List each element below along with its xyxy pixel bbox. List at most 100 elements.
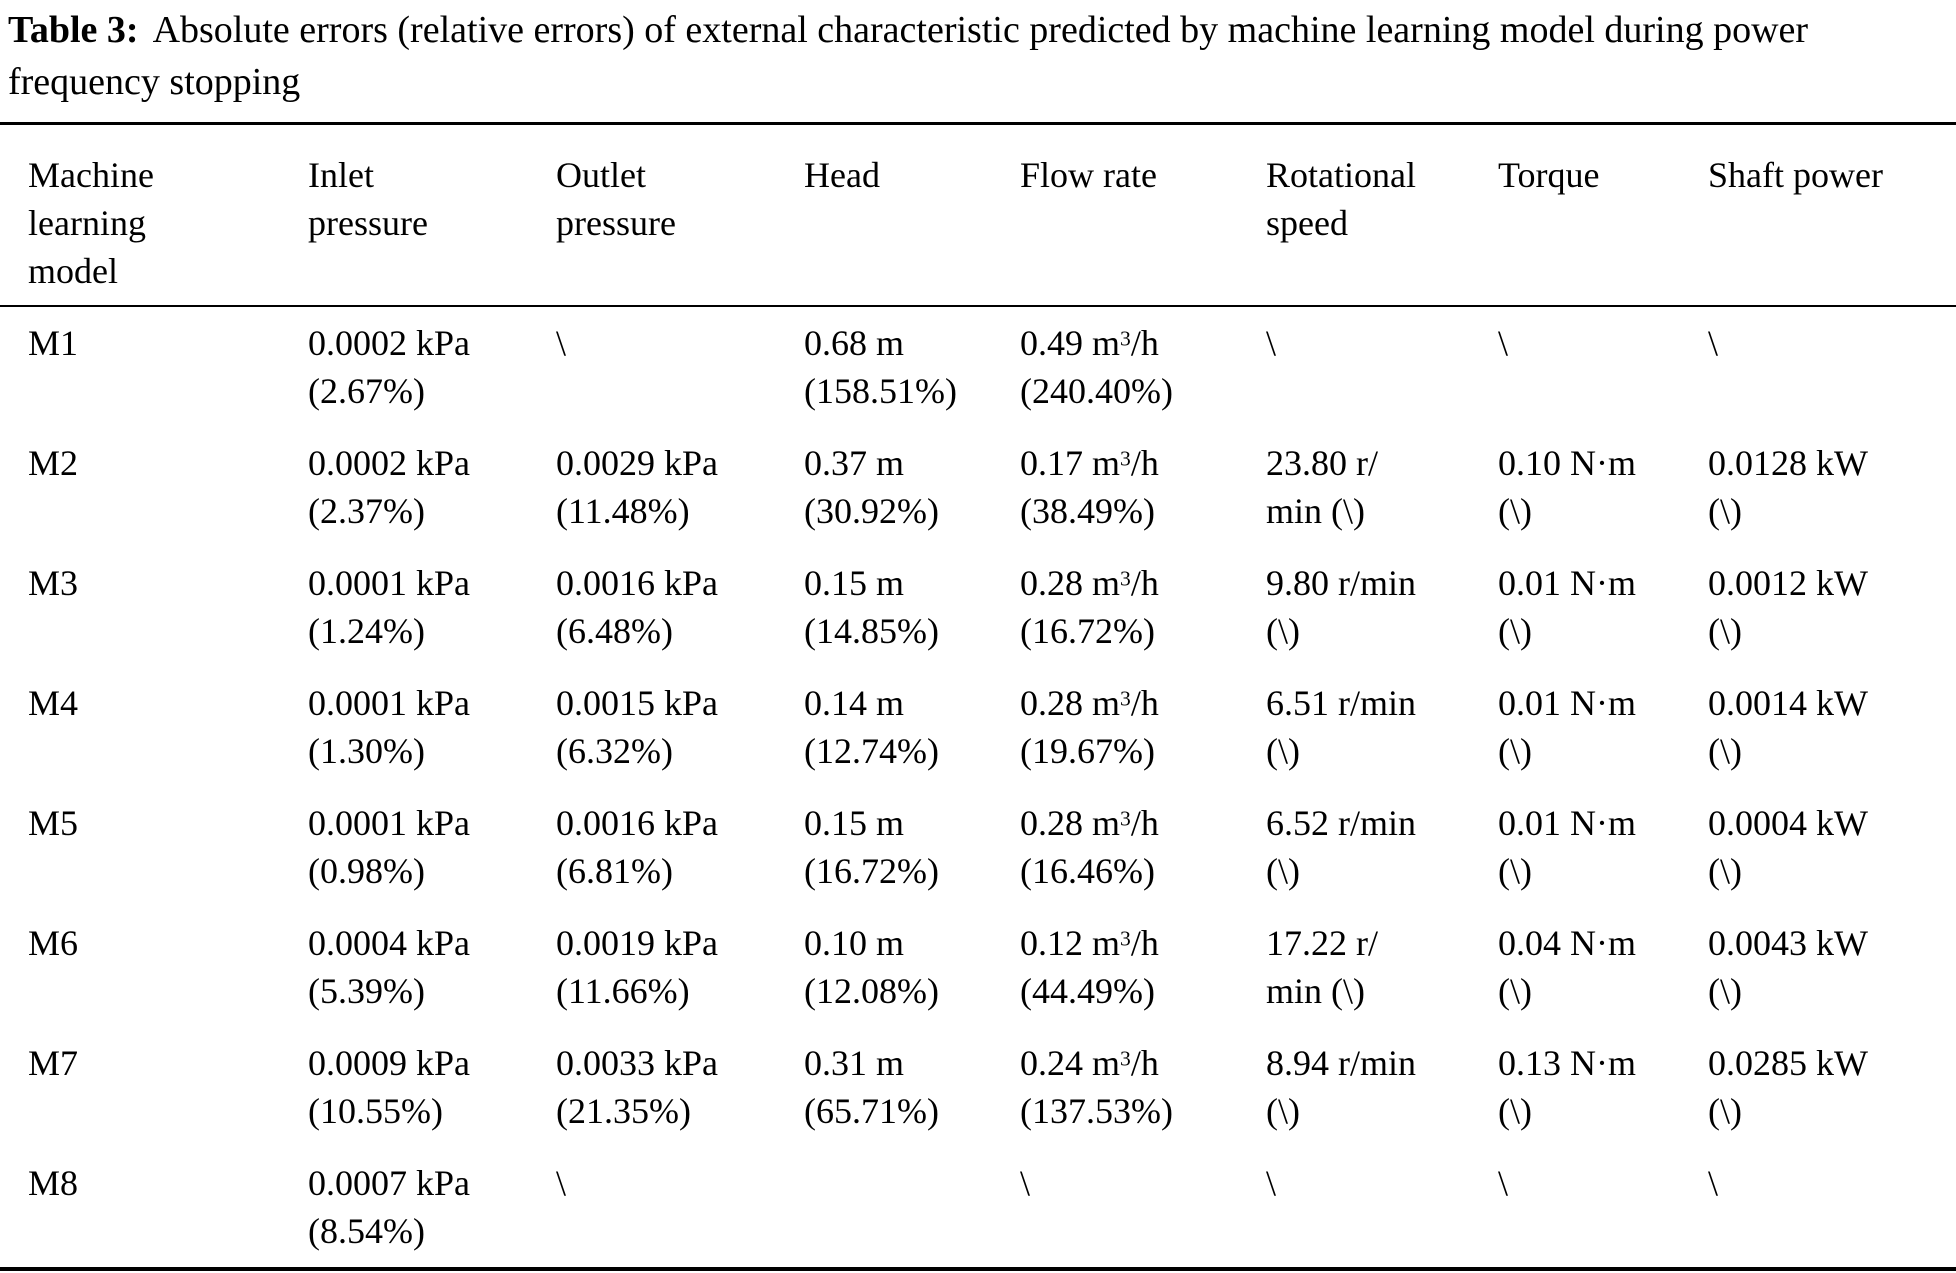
cell-line: M8: [28, 1163, 79, 1203]
cell-line: 0.13 N·m: [1498, 1043, 1636, 1083]
column-header-shaft-power: Shaft power: [1708, 123, 1956, 307]
cell-line: M3: [28, 563, 79, 603]
table-cell: 0.0128 kW (\): [1708, 427, 1956, 547]
cell-line: 0.15 m: [804, 803, 905, 843]
cell-line: pressure: [308, 203, 428, 243]
cell-line: M1: [28, 323, 79, 363]
cell-line: pressure: [556, 203, 676, 243]
table-cell: 0.04 N·m (\): [1498, 907, 1708, 1027]
cell-line: (\): [1708, 851, 1742, 891]
cell-line: 6.52 r/min: [1266, 803, 1416, 843]
cell-line: (\): [1498, 611, 1532, 651]
table-body: M1 0.0002 kPa (2.67%) \ 0.68 m (158.51%) 0.49 …: [0, 306, 1956, 1269]
cell-line: (158.51%): [804, 371, 957, 411]
row-label: M6: [0, 907, 308, 1027]
cell-line: \: [1020, 1163, 1031, 1203]
cell-line: (\): [1708, 1091, 1742, 1131]
cell-line: (6.81%): [556, 851, 673, 891]
table-row: M7 0.0009 kPa (10.55%) 0.0033 kPa (21.35%) 0.…: [0, 1027, 1956, 1147]
row-label: M3: [0, 547, 308, 667]
cell-line: (240.40%): [1020, 371, 1173, 411]
cell-line: 0.01 N·m: [1498, 683, 1636, 723]
cell-line: 0.10 m: [804, 923, 905, 963]
cell-line: (\): [1266, 1091, 1300, 1131]
table-cell: 0.0014 kW (\): [1708, 667, 1956, 787]
cell-line: 0.0016 kPa: [556, 803, 718, 843]
cell-line: 0.49 m3/h: [1020, 323, 1159, 363]
cell-line: 0.37 m: [804, 443, 905, 483]
column-header-head: Head: [804, 123, 1020, 307]
cell-line: (\): [1498, 851, 1532, 891]
cell-line: Head: [804, 155, 880, 195]
cell-line: 0.0001 kPa: [308, 803, 470, 843]
cell-line: 6.51 r/min: [1266, 683, 1416, 723]
cell-line: (\): [1708, 491, 1742, 531]
table-row: M5 0.0001 kPa (0.98%) 0.0016 kPa (6.81%) 0.15…: [0, 787, 1956, 907]
cell-line: (\): [1498, 1091, 1532, 1131]
table-row: M4 0.0001 kPa (1.30%) 0.0015 kPa (6.32%) 0.14…: [0, 667, 1956, 787]
table-cell: 0.0033 kPa (21.35%): [556, 1027, 804, 1147]
column-header-torque: Torque: [1498, 123, 1708, 307]
cell-line: min (\): [1266, 491, 1365, 531]
table-cell: 0.15 m (14.85%): [804, 547, 1020, 667]
cell-line: \: [1498, 1163, 1509, 1203]
table-cell: \: [1266, 1147, 1498, 1269]
table-cell: 0.49 m3/h (240.40%): [1020, 306, 1266, 427]
cell-line: 0.0033 kPa: [556, 1043, 718, 1083]
table-cell: 0.01 N·m (\): [1498, 547, 1708, 667]
table-cell: 0.0285 kW (\): [1708, 1027, 1956, 1147]
cell-line: learning: [28, 203, 146, 243]
table-caption-label: Table 3:: [8, 9, 139, 51]
row-label: M7: [0, 1027, 308, 1147]
row-label: M2: [0, 427, 308, 547]
cell-line: (12.08%): [804, 971, 939, 1011]
table-cell: 0.0001 kPa (1.24%): [308, 547, 556, 667]
cell-line: M6: [28, 923, 79, 963]
table-cell: 0.24 m3/h (137.53%): [1020, 1027, 1266, 1147]
cell-line: (8.54%): [308, 1211, 425, 1251]
cell-line: (21.35%): [556, 1091, 691, 1131]
table-cell: \: [556, 1147, 804, 1269]
cell-line: 0.31 m: [804, 1043, 905, 1083]
cell-line: 0.0043 kW: [1708, 923, 1868, 963]
cell-line: \: [1266, 323, 1277, 363]
cell-line: min (\): [1266, 971, 1365, 1011]
cell-line: (16.72%): [804, 851, 939, 891]
cell-line: (44.49%): [1020, 971, 1155, 1011]
row-label: M5: [0, 787, 308, 907]
cell-line: (\): [1266, 611, 1300, 651]
table-cell: 0.0009 kPa (10.55%): [308, 1027, 556, 1147]
column-header-inlet-pressure: Inlet pressure: [308, 123, 556, 307]
table-caption: Table 3: Absolute errors (relative errors…: [8, 4, 1946, 108]
cell-line: 0.10 N·m: [1498, 443, 1636, 483]
table-cell: \: [1498, 306, 1708, 427]
table-row: M1 0.0002 kPa (2.67%) \ 0.68 m (158.51%) 0.49 …: [0, 306, 1956, 427]
cell-line: (16.46%): [1020, 851, 1155, 891]
cell-line: 0.12 m3/h: [1020, 923, 1159, 963]
table-row: M8 0.0007 kPa (8.54%) \ \ \ \ \: [0, 1147, 1956, 1269]
cell-line: 0.0001 kPa: [308, 683, 470, 723]
table-cell: 0.28 m3/h (16.72%): [1020, 547, 1266, 667]
table-cell: \: [556, 306, 804, 427]
cell-line: Machine: [28, 155, 154, 195]
table-cell: 0.28 m3/h (16.46%): [1020, 787, 1266, 907]
cell-line: (2.37%): [308, 491, 425, 531]
table-cell: 0.0015 kPa (6.32%): [556, 667, 804, 787]
table-cell: 0.0016 kPa (6.81%): [556, 787, 804, 907]
table-cell: 0.28 m3/h (19.67%): [1020, 667, 1266, 787]
cell-line: (\): [1498, 731, 1532, 771]
cell-line: (14.85%): [804, 611, 939, 651]
table-cell: 0.01 N·m (\): [1498, 787, 1708, 907]
cell-line: (6.32%): [556, 731, 673, 771]
table-cell: 0.10 N·m (\): [1498, 427, 1708, 547]
cell-line: M4: [28, 683, 79, 723]
row-label: M8: [0, 1147, 308, 1269]
table-cell: 0.10 m (12.08%): [804, 907, 1020, 1027]
cell-line: 0.0002 kPa: [308, 443, 470, 483]
cell-line: 0.0285 kW: [1708, 1043, 1868, 1083]
table-row: M2 0.0002 kPa (2.37%) 0.0029 kPa (11.48%) 0.3…: [0, 427, 1956, 547]
table-cell: 0.31 m (65.71%): [804, 1027, 1020, 1147]
cell-line: 23.80 r/: [1266, 443, 1378, 483]
cell-line: (38.49%): [1020, 491, 1155, 531]
table-cell: 0.17 m3/h (38.49%): [1020, 427, 1266, 547]
